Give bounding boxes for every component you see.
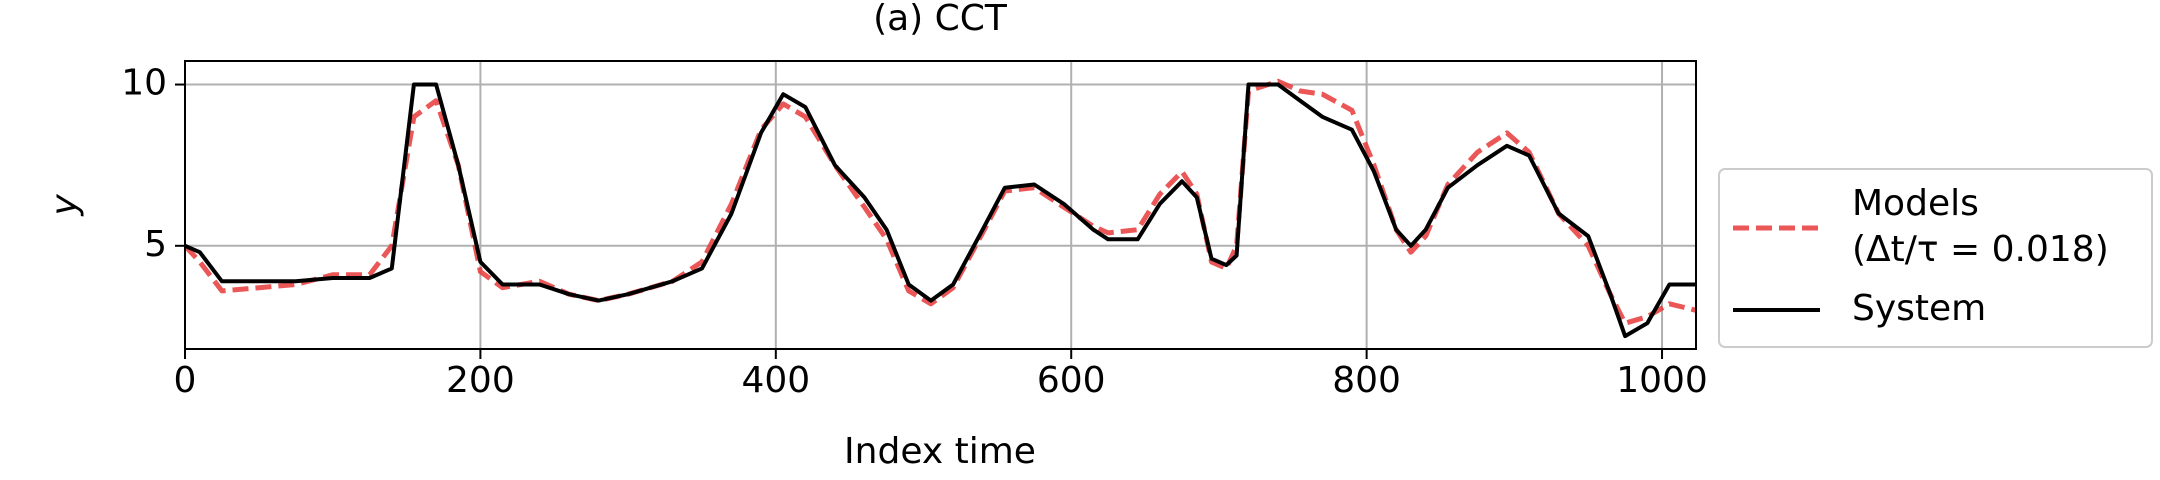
legend-box [1718,168,2153,348]
legend-label: System [1852,288,1986,329]
series-line [185,82,1696,339]
legend-label: Models (Δt/τ = 0.018) [1852,183,2109,270]
x-tick-label: 800 [1332,360,1401,401]
x-tick-label: 0 [174,360,197,401]
x-tick-label: 600 [1037,360,1106,401]
x-tick-label: 400 [741,360,810,401]
legend-line: Models [1852,183,1979,224]
legend-line: System [1852,288,1986,329]
legend-line: (Δt/τ = 0.018) [1852,229,2109,270]
y-tick-label: 10 [121,63,167,104]
x-tick-label: 200 [446,360,515,401]
y-axis-label: y [44,194,85,217]
plot-frame [184,60,1697,350]
x-axis-label: Index time [844,431,1036,472]
y-tick-label: 5 [144,224,167,265]
chart-title: (a) CCT [873,0,1008,39]
x-tick-label: 1000 [1616,360,1708,401]
